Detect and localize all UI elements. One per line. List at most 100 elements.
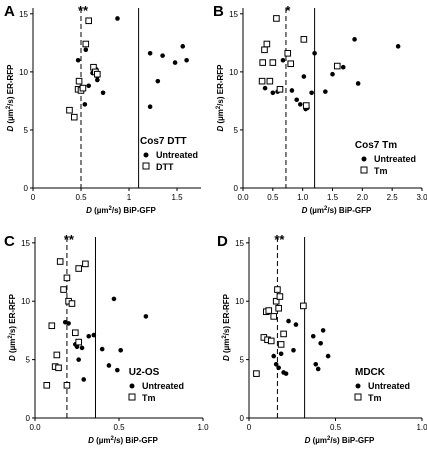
legend-title: U2-OS (129, 367, 160, 378)
data-point-untreated (278, 351, 284, 357)
data-point-untreated (155, 78, 161, 84)
y-tick-label: 10 (235, 297, 244, 306)
x-tick-label: 3.0 (416, 193, 427, 202)
data-point-untreated (318, 340, 323, 346)
data-point-untreated (271, 353, 277, 359)
x-tick-label: 0.0 (237, 193, 249, 202)
significance-marker: ** (78, 3, 89, 18)
y-axis-label: D (µm2/s) ER-RFP (8, 293, 17, 361)
data-point-treated (48, 322, 56, 330)
y-tick-label: 5 (26, 356, 31, 365)
data-point-treated (68, 300, 76, 307)
panel-letter: D (217, 233, 228, 250)
data-point-untreated (283, 371, 289, 376)
data-point-treated (60, 286, 67, 293)
data-point-untreated (172, 60, 178, 65)
data-point-treated (270, 313, 278, 320)
x-axis-label: D (µm2/s) BiP-GFP (305, 436, 375, 445)
legend-marker-untreated (361, 156, 367, 162)
legend-label-untreated: Untreated (374, 154, 416, 164)
data-point-untreated (270, 90, 276, 96)
x-tick-label: 0.5 (330, 423, 342, 432)
x-axis-label: D (µm2/s) BiP-GFP (302, 206, 372, 215)
data-point-untreated (66, 321, 71, 326)
data-point-untreated (340, 64, 346, 70)
significance-marker: ** (64, 232, 75, 247)
data-point-treated (259, 59, 266, 66)
legend-marker-untreated (355, 383, 361, 389)
panel-letter: B (213, 3, 224, 20)
data-point-treated (263, 40, 271, 48)
legend-marker-treated (360, 166, 368, 174)
data-point-untreated (286, 318, 291, 324)
data-point-treated (287, 60, 295, 68)
y-tick-label: 10 (21, 297, 30, 306)
data-point-treated (75, 77, 83, 85)
x-tick-label: 0.5 (113, 423, 125, 432)
data-point-treated (284, 49, 292, 57)
data-point-treated (43, 382, 51, 389)
legend-label-untreated: Untreated (142, 381, 184, 391)
data-point-treated (253, 370, 260, 377)
data-point-treated (267, 337, 275, 345)
data-point-untreated (291, 347, 296, 353)
y-tick-label: 10 (229, 68, 238, 77)
x-tick-label: 0 (31, 193, 36, 202)
panel-letter: C (4, 233, 15, 250)
x-tick-label: 1 (127, 193, 132, 202)
data-point-treated (265, 307, 273, 314)
legend-label-treated: Tm (374, 166, 388, 176)
data-point-treated (66, 106, 73, 114)
y-tick-label: 0 (234, 184, 239, 193)
data-point-untreated (86, 333, 92, 339)
data-point-treated (276, 85, 284, 93)
data-point-untreated (325, 353, 331, 359)
y-tick-label: 10 (19, 68, 28, 77)
data-point-untreated (280, 57, 286, 63)
x-axis-label: D (µm2/s) BiP-GFP (88, 436, 158, 445)
data-point-treated (94, 70, 101, 78)
x-tick-label: 1.5 (327, 193, 339, 202)
x-tick-label: 1.5 (171, 193, 183, 202)
data-point-untreated (100, 90, 106, 96)
data-point-untreated (330, 71, 335, 77)
data-point-untreated (180, 44, 186, 49)
y-tick-label: 15 (21, 239, 30, 248)
data-point-untreated (91, 332, 97, 338)
legend-label-treated: DTT (156, 162, 174, 172)
data-point-treated (70, 113, 78, 121)
legend-label-untreated: Untreated (156, 150, 198, 160)
data-point-treated (85, 17, 92, 25)
data-point-untreated (294, 97, 300, 103)
panel-b: B 0 5 10 15 0.0 0.5 1.0 1.5 2.0 2.5 3.0 D (µm2/s) Bi… (213, 3, 427, 215)
data-point-untreated (310, 333, 316, 339)
data-point-treated (63, 274, 71, 282)
data-point-treated (63, 382, 71, 389)
panel-a: A 0 5 10 15 0 0.5 1 1.5 D (µm2/s) BiP-GFP D (µm2/s… (4, 3, 201, 215)
y-tick-label: 0 (240, 414, 245, 423)
data-point-untreated (315, 366, 321, 372)
data-point-treated (277, 341, 285, 348)
data-point-untreated (118, 347, 123, 353)
data-point-untreated (273, 361, 279, 367)
x-tick-label: 1.0 (416, 423, 427, 432)
data-point-treated (300, 36, 308, 43)
data-point-treated (272, 297, 280, 305)
data-point-treated (302, 102, 310, 109)
data-point-untreated (83, 47, 89, 53)
data-point-treated (82, 40, 90, 48)
y-axis-label: D (µm2/s) ER-RFP (222, 293, 231, 361)
legend-marker-untreated (143, 152, 149, 158)
x-tick-label: 0.0 (29, 423, 41, 432)
data-point-untreated (79, 345, 85, 351)
data-point-untreated (82, 102, 88, 107)
data-point-treated (56, 258, 64, 265)
data-point-treated (75, 265, 82, 272)
data-point-untreated (355, 81, 361, 86)
y-tick-label: 15 (19, 10, 28, 19)
y-axis-label: D (µm2/s) ER-RFP (216, 64, 225, 132)
data-point-untreated (75, 57, 81, 63)
legend-label-untreated: Untreated (368, 381, 410, 391)
legend-marker-treated (128, 393, 136, 401)
data-point-treated (266, 77, 274, 85)
